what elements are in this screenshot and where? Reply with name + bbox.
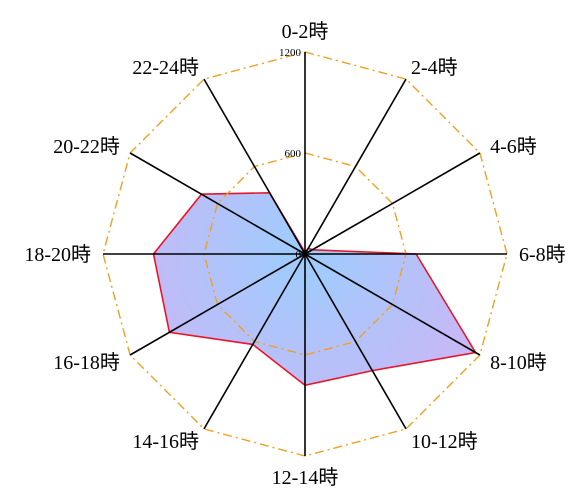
axis-spoke-7 [203, 253, 306, 430]
category-label-3: 6-8時 [519, 243, 566, 266]
axis-spoke-1 [304, 78, 407, 255]
category-label-11: 22-24時 [132, 56, 199, 79]
data-series-area [152, 191, 477, 387]
data-area-layer [152, 191, 477, 387]
tick-label-0: 0 [296, 249, 302, 261]
category-label-5: 10-12時 [411, 430, 478, 453]
category-label-6: 12-14時 [272, 466, 339, 489]
category-label-1: 2-4時 [411, 56, 458, 79]
category-label-0: 0-2時 [282, 20, 329, 43]
tick-label-600: 600 [285, 148, 302, 160]
category-label-4: 8-10時 [490, 351, 547, 374]
axis-spoke-8 [129, 253, 306, 356]
category-label-10: 20-22時 [53, 135, 120, 158]
category-label-8: 16-18時 [53, 351, 120, 374]
axis-spoke-10 [129, 152, 306, 255]
axis-spoke-2 [304, 152, 481, 255]
category-label-2: 4-6時 [490, 135, 537, 158]
category-label-9: 18-20時 [24, 243, 91, 266]
axis-spoke-5 [304, 253, 407, 430]
tick-label-1200: 1200 [279, 47, 302, 59]
axis-spoke-11 [203, 78, 306, 255]
radial-tick-labels: 0 600 1200 [279, 47, 302, 261]
category-label-7: 14-16時 [132, 430, 199, 453]
axis-spokes [103, 52, 507, 456]
axis-spoke-4 [304, 253, 481, 356]
category-labels: 0-2時 2-4時 4-6時 6-8時 8-10時 10-12時 12-14時 14-16時 1… [24, 20, 565, 489]
